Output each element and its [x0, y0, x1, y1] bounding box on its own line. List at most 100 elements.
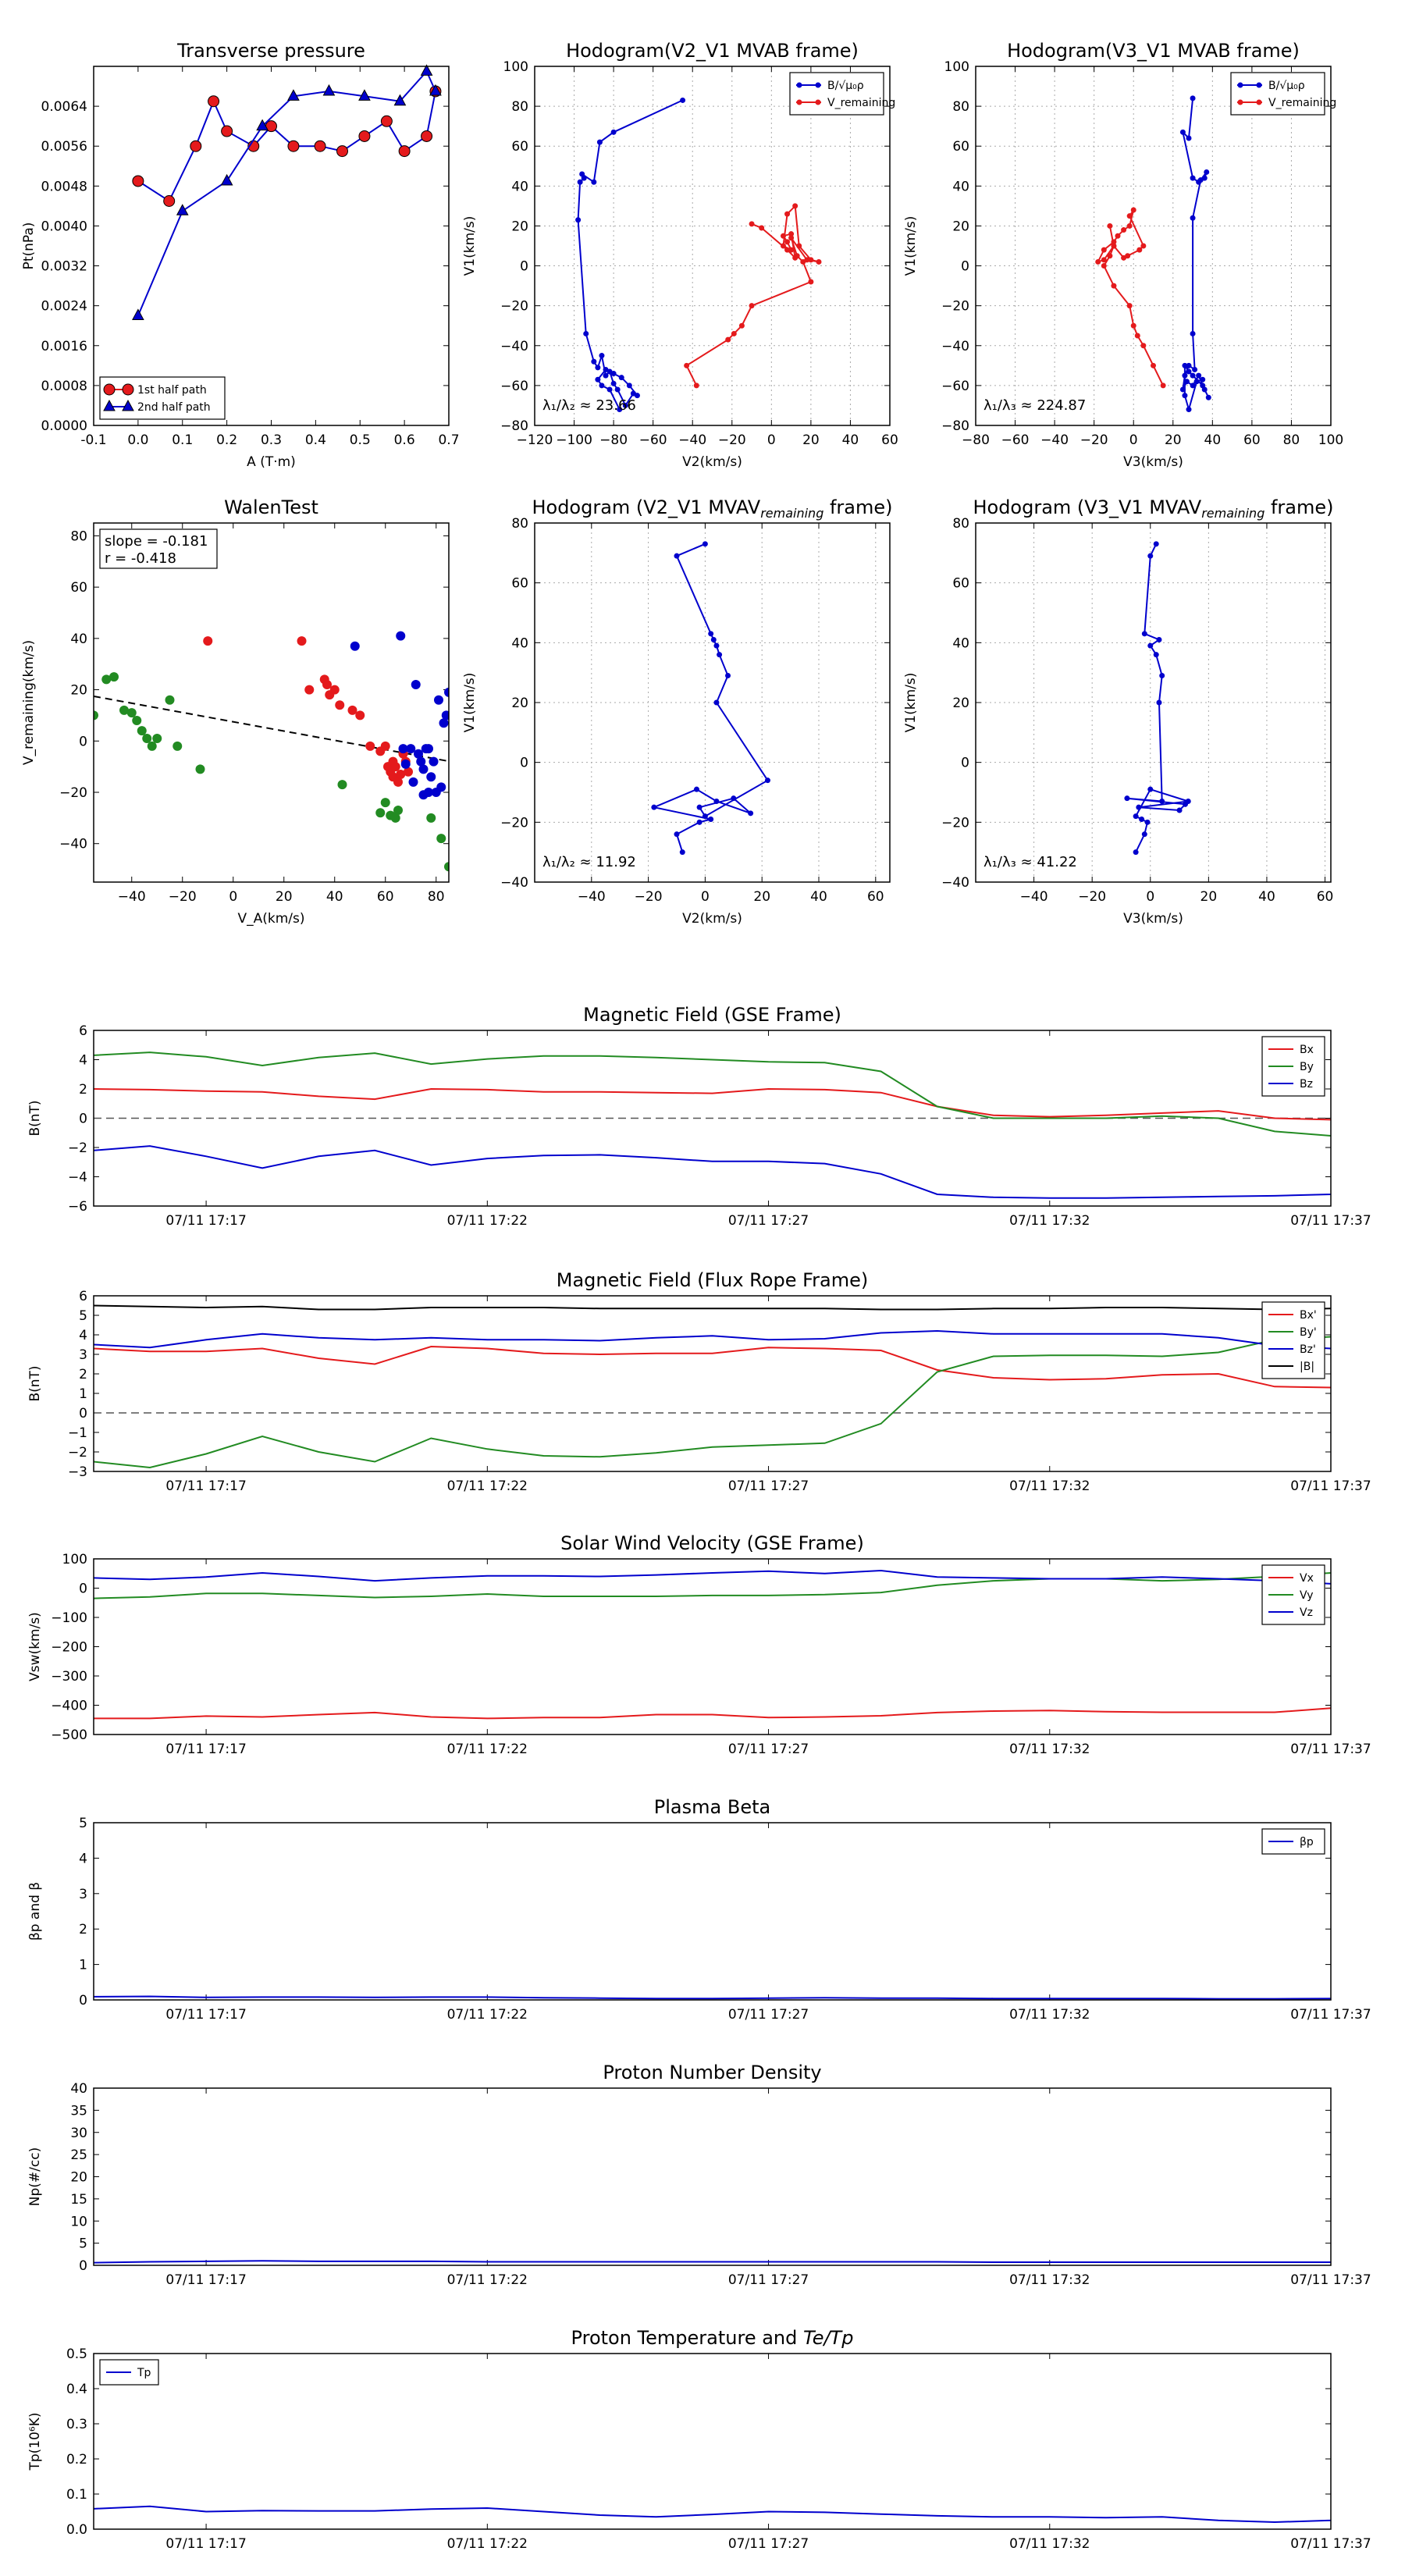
data-point	[1190, 372, 1196, 379]
y-tick-label: 60	[70, 580, 87, 596]
x-tick-label: 07/11 17:27	[728, 2007, 809, 2023]
series-line	[1096, 209, 1164, 386]
y-tick-label: 35	[70, 2103, 87, 2119]
y-tick-label: 0	[79, 2258, 87, 2274]
data-point	[426, 813, 436, 823]
series-line	[94, 1329, 1331, 1350]
y-tick-label: 0	[79, 1993, 87, 2008]
axes-frame	[93, 522, 450, 883]
legend-label: Bz'	[1300, 1343, 1316, 1356]
data-point	[375, 808, 386, 818]
data-point	[674, 553, 680, 559]
x-tick-label: 07/11 17:27	[728, 1742, 809, 1757]
data-point	[208, 95, 220, 108]
data-point	[1179, 386, 1186, 393]
y-tick-label: −20	[941, 299, 969, 315]
y-axis-label: V_remaining(km/s)	[21, 640, 37, 765]
x-tick-label: 07/11 17:32	[1009, 1478, 1090, 1494]
data-point	[1111, 243, 1117, 249]
y-tick-label: 0.0008	[41, 379, 87, 394]
series-line	[94, 1707, 1331, 1720]
data-point	[680, 97, 686, 103]
axes-frame	[534, 66, 891, 426]
data-point	[796, 82, 802, 88]
chart-title-main: Hodogram (V3_V1 MVAV	[973, 496, 1201, 518]
data-point	[674, 831, 680, 838]
data-point	[1197, 177, 1204, 183]
data-point	[796, 243, 802, 249]
data-point	[696, 804, 702, 810]
data-point	[203, 636, 213, 646]
eigenvalue-ratio: λ₁/λ₃ ≈ 224.87	[984, 397, 1086, 414]
data-point	[1126, 213, 1133, 219]
legend: Bx By Bz	[1261, 1036, 1325, 1097]
y-tick-label: 25	[70, 2147, 87, 2163]
data-point	[764, 777, 770, 784]
y-tick-label: 60	[511, 139, 528, 155]
y-tick-label: 100	[62, 1552, 87, 1567]
x-tick-label: 0	[767, 432, 776, 448]
y-tick-label: 4	[79, 1053, 87, 1069]
data-point	[418, 790, 429, 800]
data-point	[103, 399, 116, 411]
data-point	[358, 130, 371, 142]
x-tick-label: 0.7	[438, 432, 459, 448]
data-point	[94, 710, 98, 720]
y-tick-label: 0.5	[66, 2347, 87, 2362]
x-tick-label: 100	[1318, 432, 1343, 448]
series-line	[685, 204, 820, 386]
x-tick-label: 0.6	[394, 432, 415, 448]
fit-slope-label: slope = -0.181	[105, 533, 208, 550]
data-point	[355, 710, 365, 720]
chart-title: Plasma Beta	[654, 1796, 770, 1818]
data-point	[1140, 343, 1147, 349]
data-point	[617, 407, 623, 413]
data-point	[575, 217, 582, 223]
legend: βp	[1261, 1828, 1325, 1855]
x-tick-label: 60	[1243, 432, 1261, 448]
data-point	[1186, 368, 1192, 375]
y-tick-label: 5	[79, 1308, 87, 1324]
x-axis-label: V3(km/s)	[1123, 454, 1183, 470]
y-tick-label: 20	[952, 219, 969, 234]
data-point	[693, 786, 699, 792]
legend-label: Bz	[1300, 1078, 1313, 1091]
data-point	[1182, 372, 1188, 379]
data-point	[1156, 637, 1162, 642]
data-point	[622, 402, 628, 408]
eigenvalue-ratio: λ₁/λ₃ ≈ 41.22	[984, 854, 1077, 870]
y-tick-label: −40	[500, 875, 528, 891]
x-tick-label: 07/11 17:22	[447, 2272, 528, 2288]
y-axis-label: B(nT)	[27, 1100, 43, 1136]
x-tick-label: 60	[867, 889, 884, 905]
data-point	[314, 140, 326, 152]
data-point	[393, 806, 403, 815]
y-tick-label: 15	[70, 2192, 87, 2208]
data-point	[788, 247, 795, 253]
data-point	[614, 386, 621, 393]
y-tick-label: 0	[520, 259, 528, 275]
data-point	[1200, 382, 1206, 389]
chart-title-math: Te/Tp	[803, 2327, 853, 2349]
y-tick-label: 5	[79, 1816, 87, 1831]
data-point	[792, 203, 799, 209]
y-tick-label: 100	[944, 59, 969, 75]
y-tick-label: 40	[952, 179, 969, 194]
x-tick-label: 07/11 17:37	[1290, 2272, 1371, 2288]
data-point	[610, 129, 617, 135]
data-point	[436, 834, 446, 844]
data-point	[702, 813, 708, 820]
x-tick-label: 20	[276, 889, 293, 905]
x-axis-label: V2(km/s)	[682, 911, 742, 927]
legend-label: Vz	[1300, 1606, 1313, 1619]
data-point	[1121, 227, 1127, 233]
chart-h2: −80 −60 −40 −20 0 20 40 60 80 100 −80 −60 −40 −20 0 20 4…	[903, 40, 1343, 470]
data-point	[1190, 382, 1196, 389]
x-tick-label: −40	[1020, 889, 1048, 905]
y-axis-label: V1(km/s)	[903, 673, 919, 733]
y-tick-label: 0.0064	[41, 99, 87, 115]
x-tick-label: 40	[1258, 889, 1275, 905]
y-tick-label: 80	[511, 516, 528, 532]
data-point	[380, 798, 390, 808]
